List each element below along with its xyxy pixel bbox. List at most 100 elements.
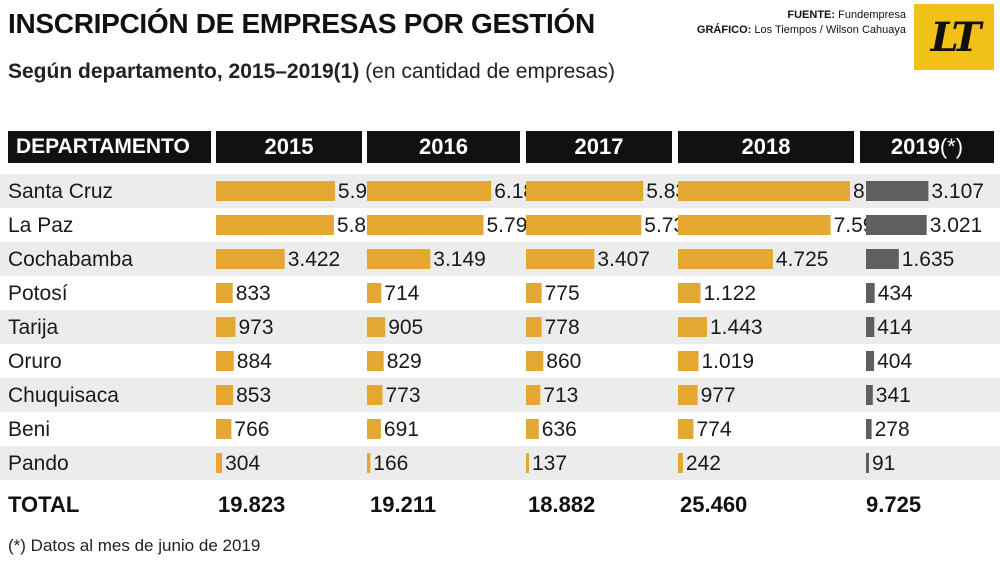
footnote: (*) Datos al mes de junio de 2019 [8, 536, 261, 555]
table-row: Cochabamba [0, 242, 1000, 276]
value-label: 341 [876, 384, 911, 407]
value-label: 714 [384, 282, 419, 305]
value-label: 91 [872, 452, 895, 475]
graphic-text: Los Tiempos / Wilson Cahuaya [754, 24, 906, 36]
value-label: 434 [878, 282, 913, 305]
value-label: 3.107 [931, 180, 984, 203]
header-year-2016: 2016 [367, 131, 520, 163]
bar-2015-1 [216, 215, 334, 235]
bar-2017-6 [526, 385, 541, 405]
value-label: 829 [387, 350, 422, 373]
bar-2018-6 [678, 385, 698, 405]
bar-2019-6 [866, 385, 873, 405]
row-label-tarija: Tarija [8, 316, 59, 339]
value-label: 973 [239, 316, 274, 339]
total-2016: 19.211 [370, 492, 437, 517]
bar-2019-1 [866, 215, 927, 235]
value-label: 166 [373, 452, 408, 475]
table-row: Tarija [0, 310, 1000, 344]
header-departamento: DEPARTAMENTO [8, 131, 211, 163]
value-label: 3.021 [930, 214, 983, 237]
value-label: 404 [877, 350, 912, 373]
header-year-2018: 2018 [678, 131, 854, 163]
total-2019: 9.725 [866, 492, 922, 517]
bar-2015-4 [216, 317, 236, 337]
value-label: 304 [225, 452, 260, 475]
bar-2019-7 [866, 419, 872, 439]
bar-2017-1 [526, 215, 642, 235]
total-2018: 25.460 [680, 492, 748, 517]
bar-2015-6 [216, 385, 234, 405]
bar-2016-6 [367, 385, 383, 405]
table-row: Pando [0, 446, 1000, 480]
header-year-label: 2019 [890, 134, 940, 159]
value-label: 137 [532, 452, 567, 475]
bar-2016-0 [367, 181, 492, 201]
value-label: 860 [546, 350, 581, 373]
credits: FUENTE: Fundempresa GRÁFICO: Los Tiempos… [697, 8, 906, 38]
value-label: 1.122 [704, 282, 757, 305]
value-label: 5.799 [487, 214, 540, 237]
value-label: 636 [542, 418, 577, 441]
row-label-santa-cruz: Santa Cruz [8, 180, 114, 203]
bar-2019-8 [866, 453, 869, 473]
row-label-beni: Beni [8, 418, 51, 441]
value-label: 833 [236, 282, 271, 305]
bar-2015-3 [216, 283, 233, 303]
value-label: 977 [701, 384, 736, 407]
bar-2015-0 [216, 181, 335, 201]
value-label: 766 [234, 418, 269, 441]
value-label: 1.019 [702, 350, 755, 373]
graphic-label: GRÁFICO: [696, 24, 752, 36]
value-label: 905 [388, 316, 423, 339]
newspaper-logo: LT [914, 4, 994, 70]
bar-2018-2 [678, 249, 773, 269]
chart-title: INSCRIPCIÓN DE EMPRESAS POR GESTIÓN [8, 8, 595, 39]
bar-2017-4 [526, 317, 542, 337]
table-row: Beni [0, 412, 1000, 446]
bar-2018-5 [678, 351, 699, 371]
source-text: Fundempresa [838, 9, 906, 21]
header-year-label: 2017 [574, 134, 624, 159]
bar-2015-5 [216, 351, 234, 371]
header-year-suffix: (*) [939, 134, 964, 159]
chart-subtitle: Según departamento, 2015–2019(1) (en can… [8, 60, 615, 84]
bar-2017-5 [526, 351, 544, 371]
table-row: La Paz [0, 208, 1000, 242]
bar-2016-3 [367, 283, 382, 303]
bar-2019-3 [866, 283, 875, 303]
bar-2015-7 [216, 419, 232, 439]
value-label: 278 [875, 418, 910, 441]
bar-2016-4 [367, 317, 386, 337]
row-label-cochabamba: Cochabamba [8, 248, 133, 271]
header-year-label: 2015 [264, 134, 314, 159]
value-label: 778 [545, 316, 580, 339]
total-2015: 19.823 [218, 492, 286, 517]
bar-2018-4 [678, 317, 707, 337]
value-label: 1.635 [902, 248, 955, 271]
bar-2018-0 [678, 181, 850, 201]
bar-2016-5 [367, 351, 384, 371]
table-row: Potosí [0, 276, 1000, 310]
source-label: FUENTE: [787, 9, 836, 21]
row-label-oruro: Oruro [8, 350, 62, 373]
total-label: TOTAL [8, 492, 80, 517]
bar-2019-2 [866, 249, 899, 269]
header-year-2017: 2017 [526, 131, 672, 163]
bar-2016-2 [367, 249, 431, 269]
bar-2018-7 [678, 419, 694, 439]
value-label: 3.422 [288, 248, 341, 271]
bar-2018-1 [678, 215, 831, 235]
bar-2018-3 [678, 283, 701, 303]
value-label: 853 [236, 384, 271, 407]
bar-2017-3 [526, 283, 542, 303]
bar-2016-8 [367, 453, 371, 473]
bar-2019-0 [866, 181, 929, 201]
bar-2017-2 [526, 249, 595, 269]
value-label: 3.149 [433, 248, 486, 271]
value-label: 4.725 [776, 248, 829, 271]
subtitle-main: Según departamento, 2015–2019(1) [8, 60, 360, 83]
bar-2018-8 [678, 453, 683, 473]
value-label: 773 [386, 384, 421, 407]
